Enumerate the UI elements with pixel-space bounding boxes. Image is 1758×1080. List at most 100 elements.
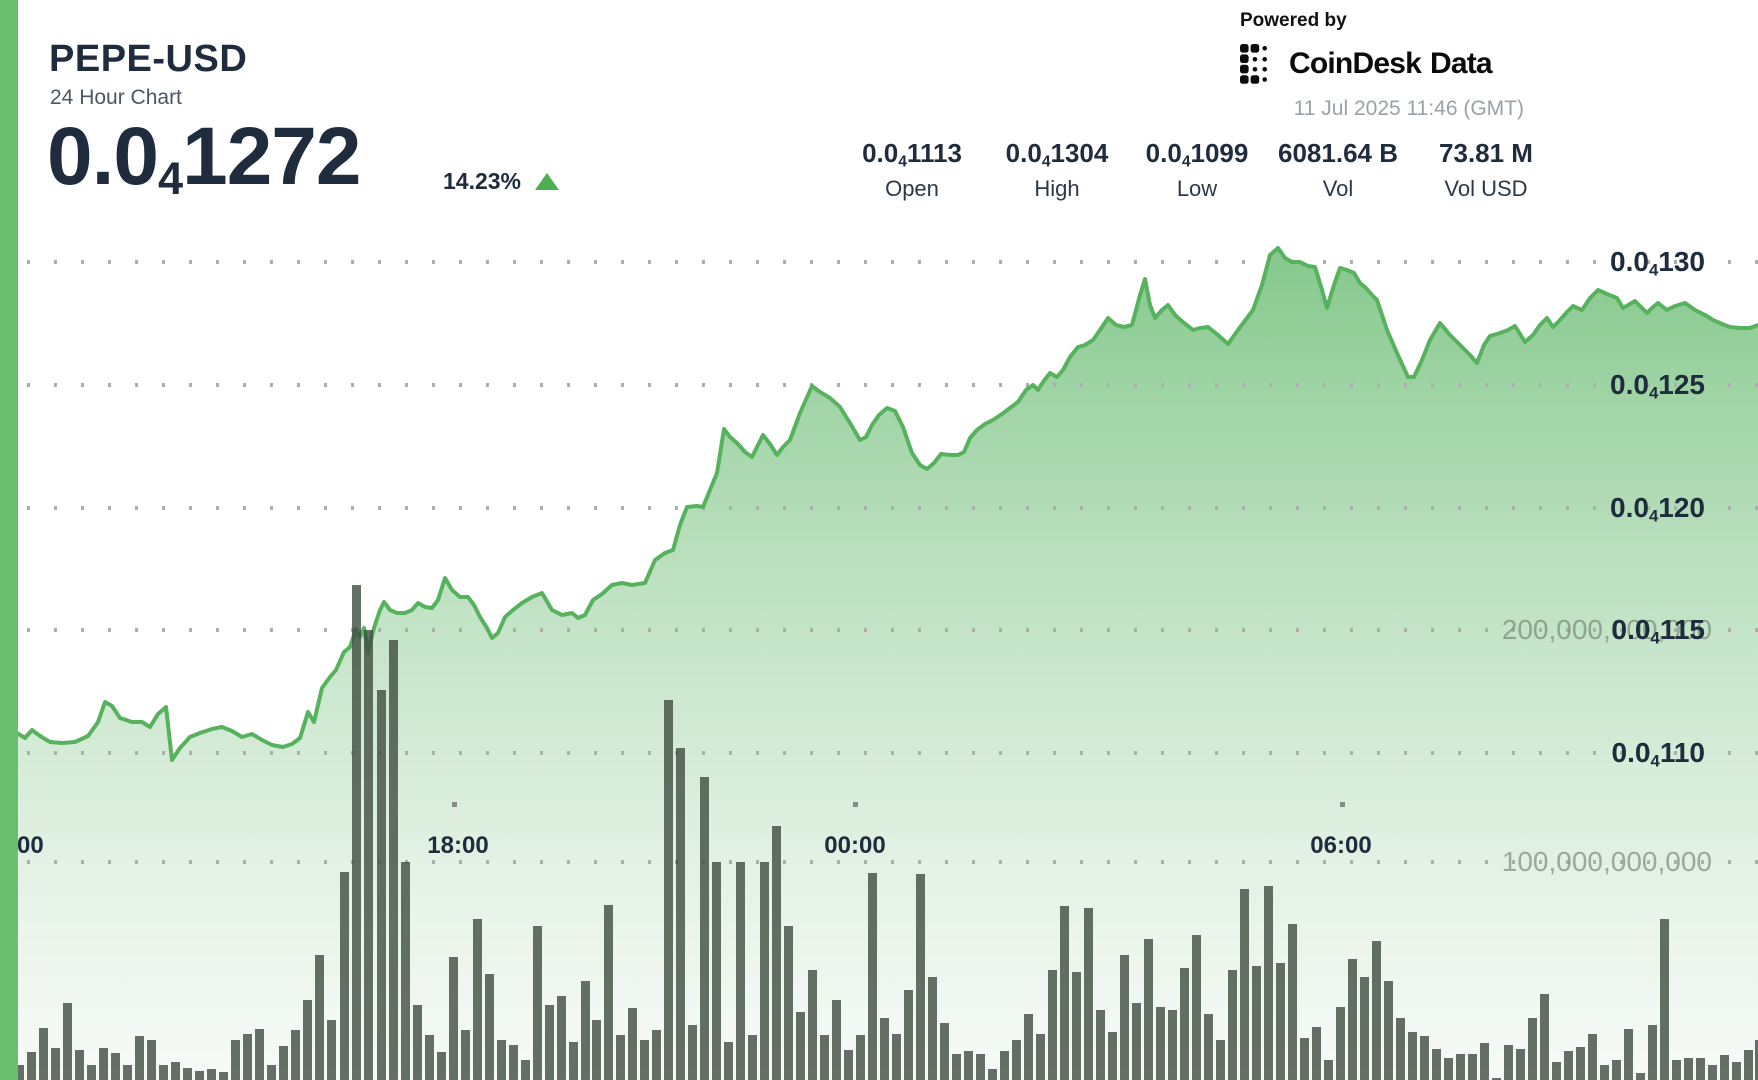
volume-bar xyxy=(401,862,410,1080)
volume-bar xyxy=(1708,1065,1717,1080)
volume-bar xyxy=(1552,1062,1561,1080)
volume-bar xyxy=(1348,959,1357,1080)
volume-bar xyxy=(1000,1051,1009,1080)
volume-bar xyxy=(772,826,781,1080)
volume-bar xyxy=(569,1042,578,1080)
volume-bar xyxy=(1660,919,1669,1080)
volume-bar xyxy=(327,1020,336,1080)
volume-bar xyxy=(1624,1029,1633,1080)
volume-bar xyxy=(147,1040,156,1080)
time-axis-label: 00 xyxy=(17,832,44,859)
volume-bar xyxy=(1024,1014,1033,1080)
volume-bar xyxy=(1360,977,1369,1080)
accent-strip xyxy=(0,0,18,1080)
volume-bar xyxy=(1240,889,1249,1080)
volume-bar xyxy=(592,1020,601,1080)
volume-bar xyxy=(171,1062,180,1080)
volume-bar xyxy=(279,1046,288,1080)
volume-bar xyxy=(856,1035,865,1080)
stat-label: Open xyxy=(885,176,939,201)
volume-bar xyxy=(389,640,398,1080)
volume-bar xyxy=(1108,1032,1117,1080)
volume-bar xyxy=(1648,1025,1657,1080)
arrow-up-icon xyxy=(535,173,560,190)
volume-bar xyxy=(1420,1036,1429,1080)
volume-axis-label: 100,000,000,000 xyxy=(1501,846,1712,877)
volume-bar xyxy=(497,1040,506,1080)
volume-bar xyxy=(1060,906,1069,1080)
volume-bar xyxy=(1276,963,1285,1080)
stat-open: 0.041113 Open xyxy=(862,138,962,202)
volume-bar xyxy=(1168,1010,1177,1080)
volume-bar xyxy=(39,1028,48,1080)
volume-bar xyxy=(1444,1058,1453,1080)
volume-bar xyxy=(1384,981,1393,1080)
stat-label: High xyxy=(1034,176,1080,201)
volume-bar xyxy=(676,748,685,1080)
volume-bar xyxy=(712,862,721,1080)
brand-word2: Data xyxy=(1429,47,1493,80)
time-tick-dot xyxy=(452,802,457,807)
volume-bar xyxy=(604,905,613,1080)
volume-bar xyxy=(581,981,590,1080)
page-title: PEPE-USD xyxy=(49,38,248,80)
volume-bar xyxy=(485,974,494,1080)
timestamp: 11 Jul 2025 11:46 (GMT) xyxy=(1293,97,1524,120)
volume-bar xyxy=(267,1065,276,1080)
volume-bar xyxy=(1096,1010,1105,1080)
volume-bar xyxy=(437,1052,446,1080)
volume-bar xyxy=(1204,1014,1213,1080)
chart-subtitle: 24 Hour Chart xyxy=(50,86,182,109)
volume-bar xyxy=(183,1068,192,1080)
time-axis-label: 18:00 xyxy=(427,832,489,859)
volume-bar xyxy=(1156,1007,1165,1080)
price-line xyxy=(15,246,1758,762)
volume-bar xyxy=(892,1034,901,1080)
volume-bar xyxy=(748,1035,757,1080)
volume-bar xyxy=(952,1054,961,1080)
volume-bar xyxy=(760,862,769,1080)
time-axis-label: 00:00 xyxy=(824,832,886,859)
coindesk-logo-text: CoinDesk Data xyxy=(1289,47,1493,81)
volume-bar xyxy=(291,1030,300,1080)
volume-bar xyxy=(1300,1038,1309,1080)
volume-bar xyxy=(1324,1060,1333,1080)
stat-label: Vol xyxy=(1322,176,1354,201)
volume-bar xyxy=(628,1008,637,1080)
time-tick-dot xyxy=(853,802,858,807)
last-price-subscript: 4 xyxy=(158,152,183,204)
brand-word1: CoinDesk xyxy=(1289,47,1422,80)
brand-block: Powered by CoinDesk Data xyxy=(1240,10,1524,121)
volume-bar xyxy=(724,1042,733,1080)
volume-bar xyxy=(1588,1034,1597,1080)
volume-bar xyxy=(880,1018,889,1080)
volume-bar xyxy=(1684,1058,1693,1080)
volume-bar xyxy=(1252,966,1261,1080)
volume-bar xyxy=(1408,1032,1417,1080)
coindesk-logo[interactable]: CoinDesk Data xyxy=(1240,44,1524,84)
volume-bar xyxy=(533,926,542,1080)
volume-bar xyxy=(640,1040,649,1080)
volume-bar xyxy=(509,1045,518,1080)
last-price-prefix: 0.0 xyxy=(47,111,159,202)
volume-bar xyxy=(976,1054,985,1080)
stat-high: 0.041304 High xyxy=(1006,138,1109,202)
volume-bar xyxy=(1612,1060,1621,1080)
stat-vol-usd: 73.81 M Vol USD xyxy=(1439,138,1533,202)
volume-bar xyxy=(1084,908,1093,1080)
last-price: 0.041272 xyxy=(47,111,362,204)
volume-bar xyxy=(219,1072,228,1080)
volume-bar xyxy=(545,1005,554,1080)
volume-bar xyxy=(700,777,709,1080)
volume-bar xyxy=(1528,1018,1537,1080)
volume-bar xyxy=(820,1035,829,1080)
volume-bar xyxy=(1720,1055,1729,1080)
price-axis-label: 0.04115 xyxy=(1611,614,1705,648)
volume-bar xyxy=(63,1003,72,1080)
time-axis-label: 06:00 xyxy=(1310,832,1372,859)
volume-bar xyxy=(75,1050,84,1080)
volume-bar xyxy=(1540,994,1549,1080)
gridline xyxy=(26,628,1758,632)
price-change: 14.23% xyxy=(443,168,560,195)
